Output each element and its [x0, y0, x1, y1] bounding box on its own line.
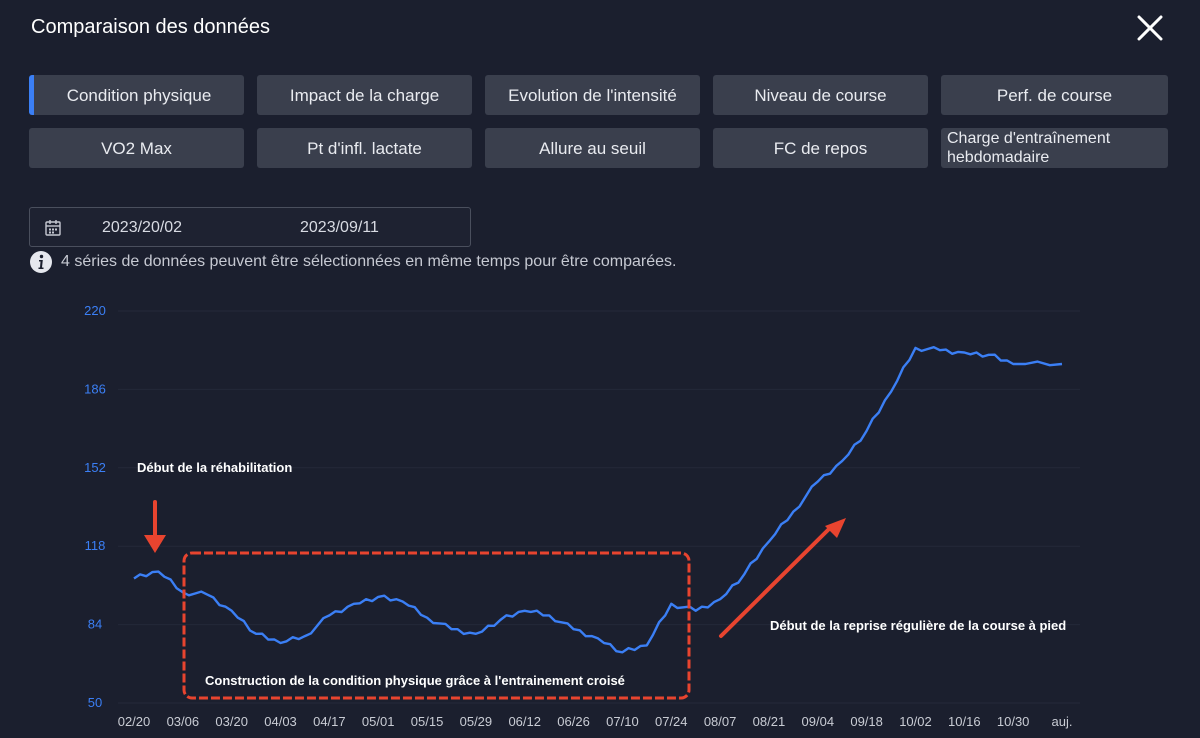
end-date[interactable]: 2023/09/11 — [300, 219, 379, 236]
annotation-cross-training: Construction de la condition physique gr… — [205, 673, 625, 688]
calendar-icon — [45, 220, 61, 236]
dialog-header: Comparaison des données — [0, 0, 1200, 56]
x-tick-label: 02/20 — [118, 714, 151, 729]
close-icon[interactable] — [1130, 10, 1168, 48]
tab-pt-infl-lactate[interactable]: Pt d'infl. lactate — [257, 128, 472, 168]
x-tick-label: 07/24 — [655, 714, 688, 729]
x-tick-label: 10/30 — [997, 714, 1030, 729]
x-tick-label: 09/18 — [850, 714, 883, 729]
arrow-up-icon — [719, 518, 846, 638]
x-tick-label: 06/26 — [557, 714, 590, 729]
y-tick-label: 152 — [84, 460, 106, 475]
tab-impact-charge[interactable]: Impact de la charge — [257, 75, 472, 115]
tab-allure-seuil[interactable]: Allure au seuil — [485, 128, 700, 168]
date-range-picker[interactable]: 2023/20/02 2023/09/11 — [29, 207, 471, 247]
tab-evolution-intensite[interactable]: Evolution de l'intensité — [485, 75, 700, 115]
info-text: 4 séries de données peuvent être sélecti… — [61, 253, 677, 270]
tab-vo2-max[interactable]: VO2 Max — [29, 128, 244, 168]
tab-charge-hebdomadaire[interactable]: Charge d'entraînement hebdomadaire — [941, 128, 1168, 168]
tab-niveau-course[interactable]: Niveau de course — [713, 75, 928, 115]
y-tick-label: 84 — [88, 617, 102, 632]
x-tick-label: 03/20 — [215, 714, 248, 729]
x-tick-label: 04/03 — [264, 714, 297, 729]
x-tick-label: 05/29 — [460, 714, 493, 729]
x-tick-label: 04/17 — [313, 714, 346, 729]
info-icon — [30, 251, 52, 273]
y-tick-label: 220 — [84, 303, 106, 318]
x-tick-label: 10/16 — [948, 714, 981, 729]
grid-lines — [118, 310, 1080, 704]
annotation-running-resume: Début de la reprise régulière de la cour… — [770, 618, 1066, 633]
x-tick-label: 05/01 — [362, 714, 395, 729]
y-axis: 220 186 152 118 84 50 — [84, 303, 106, 710]
annotation-rehabilitation: Début de la réhabilitation — [137, 460, 292, 475]
tab-fc-repos[interactable]: FC de repos — [713, 128, 928, 168]
x-tick-label: 03/06 — [167, 714, 200, 729]
x-tick-label: 10/02 — [899, 714, 932, 729]
x-axis: 02/20 03/06 03/20 04/03 04/17 05/01 05/15 05/29… — [118, 714, 1073, 729]
series-line — [133, 346, 1063, 654]
tab-perf-course[interactable]: Perf. de course — [941, 75, 1168, 115]
y-tick-label: 118 — [85, 538, 106, 553]
arrow-down-icon — [144, 500, 166, 553]
tab-condition-physique[interactable]: Condition physique — [29, 75, 244, 115]
start-date[interactable]: 2023/20/02 — [102, 219, 183, 236]
y-tick-label: 186 — [84, 381, 106, 396]
x-tick-label: 08/21 — [753, 714, 786, 729]
x-tick-label: 09/04 — [802, 714, 835, 729]
x-tick-label: 07/10 — [606, 714, 639, 729]
x-tick-label: 06/12 — [508, 714, 541, 729]
highlight-box — [182, 551, 691, 700]
x-tick-label: 05/15 — [411, 714, 444, 729]
dialog-title: Comparaison des données — [31, 16, 271, 38]
x-tick-label: auj. — [1052, 714, 1073, 729]
x-tick-label: 08/07 — [704, 714, 737, 729]
y-tick-label: 50 — [88, 695, 102, 710]
condition-chart: 220 186 152 118 84 50 02/20 03/06 03/20 04/03 04/… — [84, 303, 1080, 729]
